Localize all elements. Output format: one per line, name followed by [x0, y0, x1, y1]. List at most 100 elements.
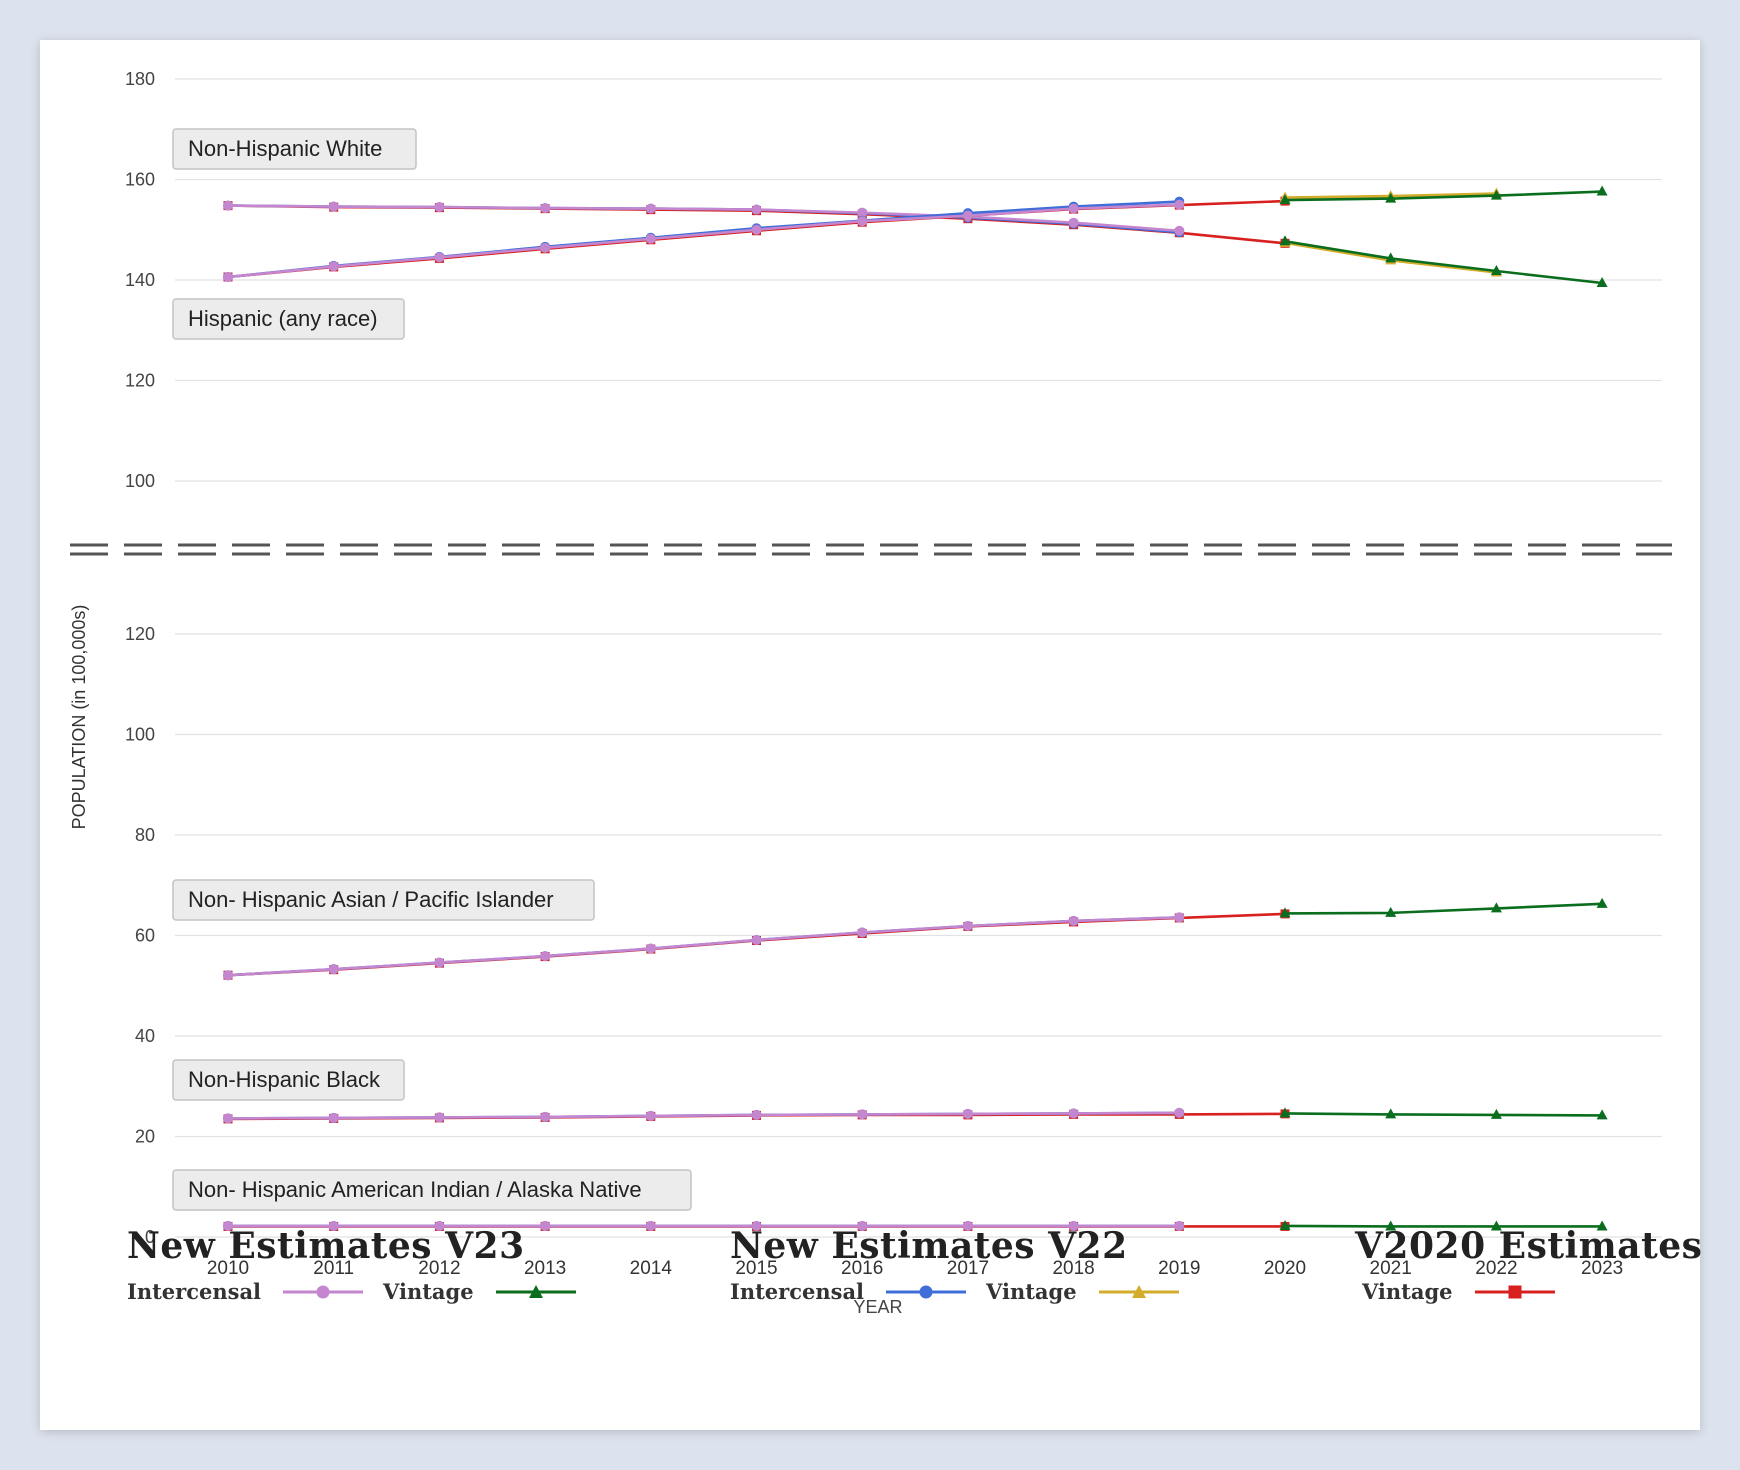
marker-1-v23_intercensal-2018: [1068, 203, 1079, 214]
legend-v23-vintage-label: Vintage: [383, 1279, 474, 1304]
group-label-box-4: [172, 1169, 692, 1211]
marker-2-v23_intercensal-2016: [857, 927, 868, 938]
marker-1-v23_intercensal-2014: [645, 233, 656, 244]
legend-v22-vintage-label: Vintage: [986, 1279, 1077, 1304]
legend-v2020-row: Vintage: [1355, 1279, 1702, 1304]
chart-card: 100 120 140 160 180 0 20 40 60 80 100 120 2010 2011 20…: [40, 40, 1702, 1430]
marker-1-v23_intercensal-2012: [434, 252, 445, 263]
marker-1-v23_vintage-2020: [1279, 194, 1291, 205]
marker-2-v23_intercensal-2015: [751, 935, 762, 946]
x-tick-2023: 2023: [1581, 1258, 1623, 1279]
marker-0-v23_intercensal-2011: [328, 201, 339, 212]
marker-0-v23_vintage-2022: [1490, 264, 1502, 275]
marker-4-v23_intercensal-2019: [1174, 1220, 1185, 1231]
marker-4-v23_intercensal-2014: [645, 1220, 656, 1231]
legend-v23-title: New Estimates V23: [127, 1225, 525, 1267]
marker-2-v23_intercensal-2012: [434, 957, 445, 968]
y-tick-lower-80: 80: [135, 825, 155, 845]
legend-v22-row: Intercensal Vintage: [730, 1279, 1199, 1304]
marker-0-v23_intercensal-2010: [223, 200, 233, 211]
y-tick-lower-120: 120: [125, 624, 155, 644]
population-line-chart: 100 120 140 160 180 0 20 40 60 80 100 120 2010 2011 20…: [69, 69, 1672, 1317]
marker-1-v23_vintage-2021: [1385, 192, 1397, 203]
legend-v22-intercensal-label: Intercensal: [730, 1279, 865, 1304]
marker-2-v23_intercensal-2013: [540, 951, 551, 962]
marker-4-v23_vintage-2020: [1279, 1219, 1291, 1230]
marker-3-v23_intercensal-2018: [1068, 1108, 1079, 1119]
marker-3-v23_intercensal-2014: [645, 1110, 656, 1121]
x-tick-2013: 2013: [524, 1258, 566, 1279]
legend-v22-vintage-swatch: [1098, 1284, 1179, 1298]
legend-v23-intercensal-swatch: [283, 1285, 364, 1298]
group-label-box-1: [172, 298, 405, 340]
marker-4-v23_intercensal-2018: [1068, 1220, 1079, 1231]
marker-2-v23_intercensal-2019: [1174, 912, 1185, 923]
marker-3-v23_intercensal-2017: [962, 1108, 973, 1119]
marker-2-v23_intercensal-2011: [328, 964, 339, 975]
marker-1-v23_intercensal-2016: [857, 216, 868, 227]
marker-3-v23_vintage-2022: [1490, 1108, 1502, 1119]
marker-0-v23_intercensal-2012: [434, 202, 445, 213]
x-tick-2014: 2014: [630, 1258, 673, 1279]
legend-v2020-title: V2020 Estimates: [1355, 1225, 1703, 1267]
legend-v22-intercensal-swatch: [886, 1285, 967, 1298]
marker-4-v23_vintage-2022: [1490, 1220, 1502, 1231]
group-label-box-3: [172, 1059, 405, 1101]
x-axis-title: YEAR: [853, 1297, 902, 1317]
y-tick-upper-140: 140: [125, 270, 155, 290]
series-line-1-v23_vintage: [1284, 190, 1603, 202]
marker-0-v23_vintage-2021: [1385, 252, 1397, 263]
series-line-4-v23_vintage: [1284, 1224, 1603, 1228]
x-tick-2011: 2011: [313, 1258, 354, 1279]
series-line-3-v23_vintage: [1284, 1112, 1603, 1117]
group-label-0: Non-Hispanic White: [188, 136, 382, 161]
marker-1-v23_intercensal-2019: [1174, 199, 1185, 210]
marker-3-v23_intercensal-2015: [751, 1109, 762, 1120]
marker-4-v23_intercensal-2012: [434, 1220, 445, 1231]
group-label-3: Non-Hispanic Black: [188, 1067, 381, 1092]
marker-0-v23_intercensal-2016: [857, 207, 868, 218]
y-axis-title: POPULATION (in 100,000s): [69, 605, 89, 830]
x-tick-2019: 2019: [1158, 1258, 1200, 1279]
series-line-1-v22_intercensal: [227, 200, 1180, 279]
legend-v23-vintage-swatch: [495, 1284, 576, 1298]
marker-1-v23_vintage-2023: [1596, 185, 1608, 196]
marker-3-v23_intercensal-2013: [540, 1111, 551, 1122]
marker-2-v23_intercensal-2018: [1068, 915, 1079, 926]
x-tick-2010: 2010: [207, 1258, 249, 1279]
marker-0-v23_intercensal-2013: [540, 203, 551, 214]
x-tick-2022: 2022: [1475, 1258, 1517, 1279]
marker-2-v23_vintage-2022: [1490, 902, 1502, 913]
y-tick-lower-60: 60: [135, 926, 155, 946]
marker-4-v23_intercensal-2011: [328, 1220, 339, 1231]
marker-4-v23_vintage-2023: [1596, 1220, 1608, 1231]
marker-3-v23_vintage-2021: [1385, 1108, 1397, 1119]
x-tick-2015: 2015: [735, 1258, 777, 1279]
legend-v23-intercensal-label: Intercensal: [127, 1279, 262, 1304]
y-tick-upper-120: 120: [125, 371, 155, 391]
marker-2-v23_intercensal-2017: [962, 920, 973, 931]
marker-1-v23_vintage-2022: [1490, 189, 1502, 200]
marker-3-v23_intercensal-2016: [857, 1109, 868, 1120]
y-tick-lower-40: 40: [135, 1026, 155, 1046]
marker-2-v23_vintage-2023: [1596, 897, 1608, 908]
y-tick-lower-0: 0: [145, 1227, 155, 1247]
y-tick-lower-20: 20: [135, 1127, 155, 1147]
x-tick-2017: 2017: [947, 1258, 989, 1279]
series-line-1-v23_intercensal: [227, 203, 1180, 279]
marker-0-v23_intercensal-2015: [751, 204, 762, 215]
marker-3-v23_vintage-2023: [1596, 1109, 1608, 1120]
marker-4-v23_intercensal-2016: [857, 1220, 868, 1231]
marker-1-v23_intercensal-2015: [751, 224, 762, 235]
marker-0-v23_intercensal-2014: [645, 203, 656, 214]
group-label-4: Non- Hispanic American Indian / Alaska N…: [188, 1177, 642, 1202]
legend-v2020: V2020 Estimates Vintage: [1355, 1225, 1702, 1304]
y-tick-upper-100: 100: [125, 471, 155, 491]
marker-4-v23_intercensal-2017: [962, 1220, 973, 1231]
y-tick-lower-100: 100: [125, 725, 155, 745]
series-line-2-v23_intercensal: [227, 916, 1180, 977]
group-label-2: Non- Hispanic Asian / Pacific Islander: [188, 887, 554, 912]
series-line-3-v23_intercensal: [227, 1111, 1180, 1120]
legend-v23-row: Intercensal Vintage: [127, 1279, 596, 1304]
marker-1-v23_intercensal-2017: [962, 210, 973, 221]
